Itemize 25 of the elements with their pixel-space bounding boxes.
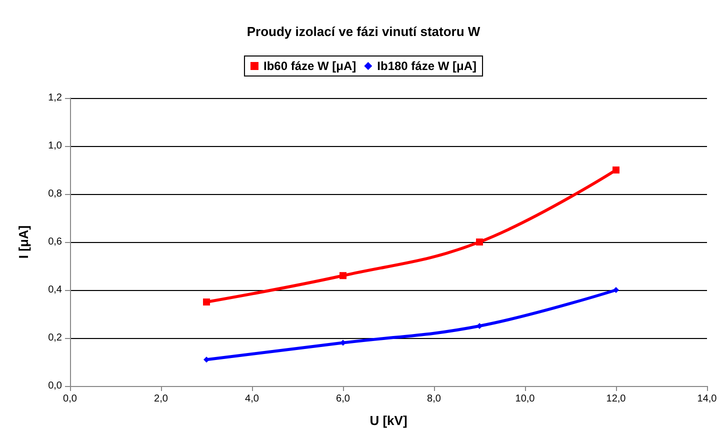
y-tick-label: 0,4	[48, 284, 62, 296]
point	[476, 238, 483, 246]
x-tick-label: 6,0	[336, 394, 350, 404]
x-tick-label: 2,0	[154, 394, 168, 404]
y-tick-label: 0,8	[48, 188, 62, 200]
y-tick-label: 0,6	[48, 236, 62, 248]
x-tick-label: 14,0	[697, 394, 718, 404]
y-tick-label: 0,2	[48, 332, 62, 344]
point	[203, 298, 210, 306]
x-tick-label: 4,0	[245, 394, 260, 404]
point	[340, 272, 346, 280]
legend-label: Ib60 fáze W [μA]	[263, 59, 356, 73]
point	[612, 166, 620, 174]
point	[613, 287, 619, 293]
x-tick-label: 10,0	[515, 394, 536, 404]
chart-title: Proudy izolací ve fázi vinutí statoru W	[246, 24, 481, 39]
y-tick-label: 1,2	[48, 92, 62, 104]
y-tick-label: 0,0	[48, 380, 62, 392]
x-tick-label: 12,0	[606, 394, 626, 404]
legend-label: Ib180 fáze W [μA]	[377, 59, 477, 73]
y-axis-title: I [μA]	[16, 225, 31, 259]
x-axis-title: U [kV]	[370, 413, 408, 428]
y-tick-label: 1,0	[48, 140, 62, 152]
x-tick-label: 8,0	[427, 394, 442, 404]
x-tick-label: 0,0	[63, 394, 78, 404]
